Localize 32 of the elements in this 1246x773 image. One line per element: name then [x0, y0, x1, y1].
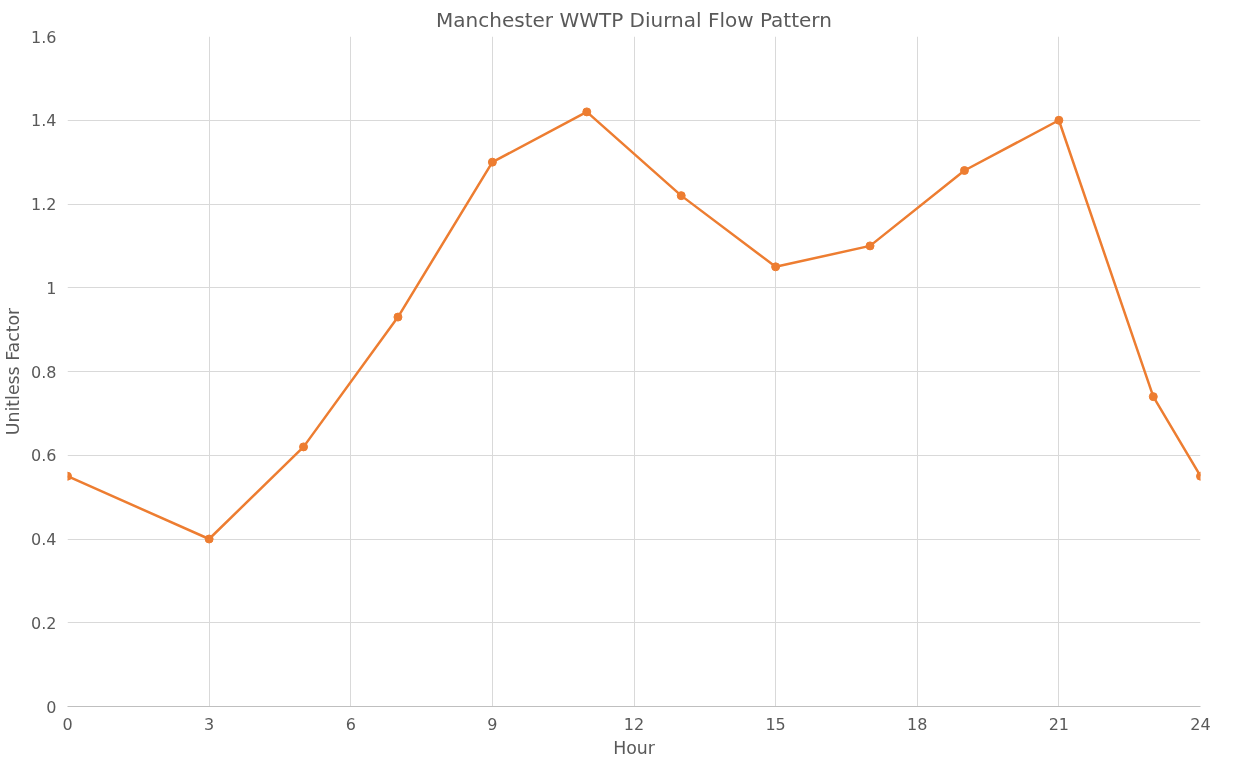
point — [676, 191, 686, 201]
y-tick-label: 1 — [46, 278, 57, 298]
point — [487, 157, 497, 167]
y-axis-title: Unitless Factor — [3, 306, 24, 436]
y-tick-label: 0.2 — [31, 613, 57, 633]
y-tick-label: 1.4 — [31, 111, 57, 131]
point — [204, 534, 214, 544]
point — [582, 107, 592, 117]
x-tick-label: 0 — [62, 714, 73, 734]
x-tick-label: 24 — [1190, 714, 1211, 734]
y-tick-label: 0.6 — [31, 446, 57, 466]
x-tick-label: 12 — [623, 714, 645, 734]
x-axis-title: Hour — [613, 737, 656, 758]
x-tick-label: 3 — [204, 714, 215, 734]
point — [771, 262, 781, 272]
point — [1054, 115, 1064, 125]
y-tick-label: 0 — [46, 697, 57, 717]
x-tick-label: 21 — [1048, 714, 1070, 734]
x-tick-label: 15 — [765, 714, 786, 734]
chart-title: Manchester WWTP Diurnal Flow Pattern — [436, 7, 832, 32]
y-tick-label: 0.4 — [31, 530, 57, 549]
point — [865, 241, 875, 251]
point — [299, 442, 309, 452]
point — [959, 166, 969, 175]
y-tick-label: 0.8 — [31, 362, 57, 382]
point — [393, 312, 403, 322]
x-tick-label: 9 — [487, 714, 498, 734]
point — [1148, 392, 1158, 402]
x-tick-label: 6 — [345, 714, 356, 734]
y-tick-label: 1.2 — [31, 195, 57, 214]
x-tick-label: 18 — [907, 714, 928, 734]
y-tick-label: 1.6 — [31, 27, 57, 47]
